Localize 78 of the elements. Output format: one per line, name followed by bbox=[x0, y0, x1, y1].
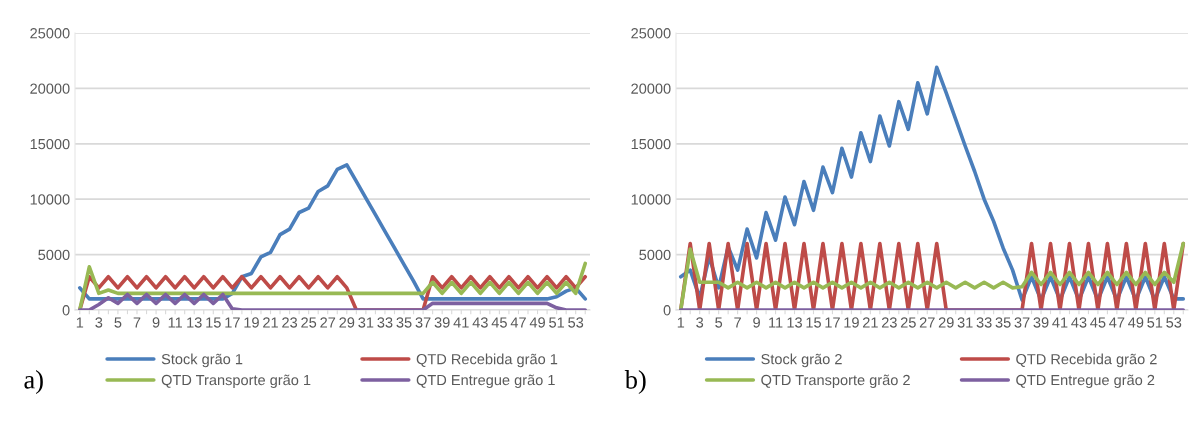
x-tick-label: 27 bbox=[320, 317, 336, 328]
y-tick-label: 5000 bbox=[639, 249, 671, 261]
x-tick-label: 11 bbox=[769, 317, 783, 328]
x-tick-label: 45 bbox=[1090, 317, 1106, 328]
x-tick-label: 47 bbox=[510, 317, 526, 328]
x-tick-label: 19 bbox=[844, 317, 859, 328]
legend-label: QTD Recebida grão 1 bbox=[416, 353, 558, 368]
x-tick-label: 21 bbox=[263, 317, 278, 328]
x-tick-label: 1 bbox=[677, 317, 685, 328]
x-tick-label: 35 bbox=[396, 317, 412, 328]
y-tick-label: 10000 bbox=[30, 194, 70, 205]
x-tick-label: 53 bbox=[1166, 317, 1182, 328]
x-tick-label: 41 bbox=[1052, 317, 1068, 328]
y-tick-label: 25000 bbox=[30, 28, 70, 39]
legend-label: QTD Transporte grão 2 bbox=[761, 374, 910, 389]
text: a) bbox=[24, 370, 43, 394]
x-tick-label: 7 bbox=[133, 317, 141, 328]
y-tick-label: 10000 bbox=[631, 194, 671, 205]
x-tick-label: 9 bbox=[753, 317, 760, 328]
y-tick-label: 0 bbox=[663, 305, 671, 316]
x-tick-label: 7 bbox=[734, 317, 741, 328]
legend-label: Stock grão 1 bbox=[161, 353, 243, 368]
x-tick-label: 47 bbox=[1109, 317, 1125, 328]
y-tick-label: 5000 bbox=[38, 249, 70, 261]
x-tick-label: 19 bbox=[244, 317, 259, 328]
x-tick-label: 43 bbox=[472, 317, 488, 328]
x-tick-label: 5 bbox=[715, 317, 723, 328]
x-tick-label: 49 bbox=[529, 317, 545, 328]
y-tick-label: 20000 bbox=[631, 83, 671, 94]
x-tick-label: 37 bbox=[415, 317, 431, 328]
x-tick-label: 17 bbox=[825, 317, 840, 328]
y-tick-label: 15000 bbox=[30, 138, 70, 150]
x-tick-label: 45 bbox=[491, 317, 507, 328]
y-tick-label: 0 bbox=[62, 305, 70, 316]
text: b) bbox=[624, 370, 646, 394]
x-tick-label: 3 bbox=[95, 317, 103, 328]
x-tick-label: 31 bbox=[358, 317, 374, 328]
x-tick-label: 35 bbox=[995, 317, 1011, 328]
x-tick-label: 49 bbox=[1128, 317, 1144, 328]
x-tick-label: 41 bbox=[453, 317, 469, 328]
x-tick-label: 13 bbox=[187, 317, 202, 328]
x-tick-label: 27 bbox=[919, 317, 935, 328]
x-tick-label: 17 bbox=[225, 317, 240, 328]
legend-label: QTD Entregue grão 1 bbox=[416, 374, 555, 389]
y-tick-label: 15000 bbox=[631, 138, 671, 150]
y-tick-label: 20000 bbox=[30, 83, 70, 94]
x-tick-label: 31 bbox=[957, 317, 973, 328]
x-tick-label: 29 bbox=[938, 317, 954, 328]
x-tick-label: 9 bbox=[152, 317, 160, 328]
x-tick-label: 23 bbox=[881, 317, 897, 328]
x-tick-label: 43 bbox=[1071, 317, 1087, 328]
x-tick-label: 51 bbox=[549, 317, 565, 328]
x-tick-label: 3 bbox=[696, 317, 704, 328]
legend-label: Stock grão 2 bbox=[761, 353, 842, 368]
legend-label: QTD Recebida grão 2 bbox=[1016, 353, 1157, 368]
x-tick-label: 33 bbox=[976, 317, 992, 328]
y-tick-label: 25000 bbox=[631, 28, 671, 39]
x-tick-label: 1 bbox=[76, 317, 84, 328]
x-tick-label: 39 bbox=[434, 317, 450, 328]
x-tick-label: 51 bbox=[1147, 317, 1163, 328]
x-tick-label: 5 bbox=[114, 317, 122, 328]
x-tick-label: 13 bbox=[787, 317, 802, 328]
x-tick-label: 25 bbox=[900, 317, 916, 328]
x-tick-label: 15 bbox=[206, 317, 221, 328]
x-tick-label: 15 bbox=[806, 317, 821, 328]
x-tick-label: 53 bbox=[568, 317, 584, 328]
line-series bbox=[77, 292, 588, 310]
x-tick-label: 29 bbox=[339, 317, 355, 328]
x-tick-label: 25 bbox=[301, 317, 317, 328]
x-tick-label: 39 bbox=[1033, 317, 1049, 328]
x-tick-label: 21 bbox=[862, 317, 878, 328]
x-tick-label: 11 bbox=[168, 317, 182, 328]
x-tick-label: 23 bbox=[282, 317, 298, 328]
x-tick-label: 37 bbox=[1014, 317, 1030, 328]
x-tick-label: 33 bbox=[377, 317, 393, 328]
legend-label: QTD Transporte grão 1 bbox=[161, 374, 311, 389]
line-series bbox=[77, 261, 588, 310]
legend-label: QTD Entregue grão 2 bbox=[1016, 374, 1155, 389]
